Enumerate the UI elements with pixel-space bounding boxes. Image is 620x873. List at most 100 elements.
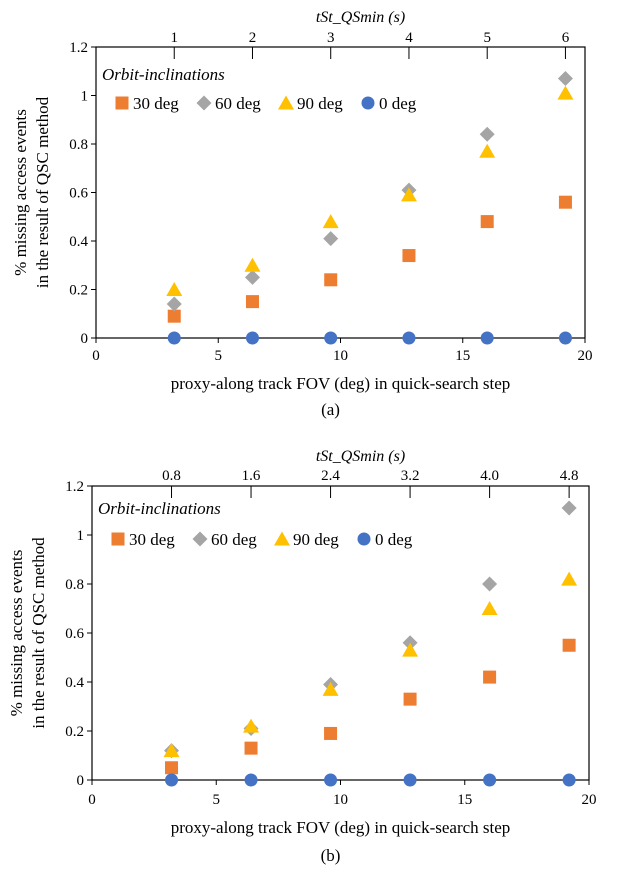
data-point [402, 249, 416, 263]
legend-title: Orbit-inclinations [98, 499, 221, 518]
data-point [245, 331, 259, 345]
data-point [400, 187, 417, 202]
top-tick-label: 5 [483, 30, 491, 46]
data-point [167, 309, 181, 323]
x-tick-label: 0 [88, 792, 96, 808]
legend-label: 60 deg [215, 94, 261, 113]
data-point [167, 331, 181, 345]
y-tick-label: 0 [77, 773, 85, 789]
legend-marker-square [115, 96, 129, 110]
legend-label: 0 deg [379, 94, 417, 113]
top-tick-label: 6 [562, 30, 570, 46]
legend-marker-circle [361, 96, 375, 110]
data-point [558, 331, 572, 345]
top-tick-label: 4 [405, 30, 413, 46]
y-tick-label: 0.4 [69, 234, 88, 250]
y-tick-label: 1.2 [65, 479, 84, 495]
data-point [557, 85, 574, 100]
data-point [481, 601, 498, 615]
series-circle [167, 331, 572, 345]
x-axis-title: proxy-along track FOV (deg) in quick-sea… [171, 374, 511, 393]
top-tick-label: 4.8 [560, 468, 579, 484]
x-tick-label: 20 [578, 348, 593, 364]
data-point [480, 215, 494, 229]
y-tick-label: 1 [81, 89, 89, 105]
legend-label: 0 deg [375, 530, 413, 549]
panel-caption: (b) [321, 846, 341, 865]
y-tick-label: 0.6 [69, 186, 88, 202]
legend-marker-triangle [278, 95, 294, 110]
data-point [166, 296, 182, 312]
y-axis-title: % missing access events in the result of … [11, 96, 52, 288]
x-tick-label: 15 [457, 792, 472, 808]
data-point [324, 331, 338, 345]
legend-item: 30 deg [115, 94, 179, 113]
data-point [562, 638, 576, 652]
data-point [480, 331, 494, 345]
panel-caption: (a) [321, 400, 340, 419]
y-tick-label: 1.2 [69, 40, 88, 56]
x-tick-label: 5 [213, 792, 221, 808]
data-point [403, 692, 417, 706]
data-point [403, 773, 417, 787]
top-tick-label: 0.8 [162, 468, 181, 484]
top-tick-label: 4.0 [480, 468, 499, 484]
legend-label: 90 deg [293, 530, 339, 549]
data-point [479, 126, 495, 142]
data-point [244, 269, 260, 285]
chart-panel-a: 0 5 10 15 20 0 0.2 0.4 0.6 0.8 1 1.2 1 2 3 4 5 6 tSt_QSmin… [11, 9, 593, 419]
data-point [322, 681, 339, 696]
y-tick-label: 0.8 [65, 577, 84, 593]
data-point [402, 331, 416, 345]
top-axis-title: tSt_QSmin (s) [316, 9, 405, 26]
x-tick-label: 5 [215, 348, 223, 364]
legend-label: 60 deg [211, 530, 257, 549]
data-point [324, 773, 338, 787]
x-axis-title: proxy-along track FOV (deg) in quick-sea… [171, 818, 511, 837]
data-point [562, 773, 576, 787]
data-point [322, 214, 339, 229]
x-tick-label: 10 [333, 792, 348, 808]
legend-item: 60 deg [196, 94, 261, 113]
legend-item: 0 deg [357, 530, 413, 549]
legend-item: 30 deg [111, 530, 175, 549]
data-point [166, 282, 183, 296]
data-point [323, 231, 339, 247]
legend-marker-diamond [196, 95, 212, 111]
legend-label: 30 deg [133, 94, 179, 113]
data-point [561, 500, 577, 516]
data-point [165, 761, 179, 775]
y-tick-label: 0 [81, 331, 89, 347]
series-diamond [166, 71, 573, 312]
legend-item: 90 deg [274, 530, 339, 549]
data-point [483, 773, 497, 787]
data-point [402, 642, 419, 657]
y-axis-title-line-1: % missing access events [7, 550, 26, 717]
data-point [324, 726, 338, 740]
data-point [244, 773, 258, 787]
y-axis-title: % missing access events in the result of … [7, 537, 48, 729]
x-tick-label: 20 [582, 792, 597, 808]
series-circle [165, 773, 576, 787]
legend-label: 90 deg [297, 94, 343, 113]
data-point [558, 195, 572, 209]
legend-item: 0 deg [361, 94, 417, 113]
data-point [561, 571, 578, 586]
top-tick-label: 3.2 [401, 468, 420, 484]
y-tick-label: 0.2 [69, 283, 88, 299]
legend-title: Orbit-inclinations [102, 65, 225, 84]
legend-item: 60 deg [192, 530, 257, 549]
y-tick-label: 0.8 [69, 137, 88, 153]
y-axis-title-line-2: in the result of QSC method [33, 96, 52, 288]
y-axis-title-line-2: in the result of QSC method [29, 537, 48, 729]
data-point [245, 295, 259, 309]
data-point [483, 670, 497, 684]
top-tick-label: 1.6 [242, 468, 261, 484]
top-tick-label: 1 [170, 30, 178, 46]
top-axis-title: tSt_QSmin (s) [316, 448, 405, 465]
x-tick-label: 10 [333, 348, 348, 364]
data-point [482, 576, 498, 592]
series-triangle [166, 85, 574, 296]
data-point [163, 743, 180, 758]
data-point [243, 718, 260, 733]
